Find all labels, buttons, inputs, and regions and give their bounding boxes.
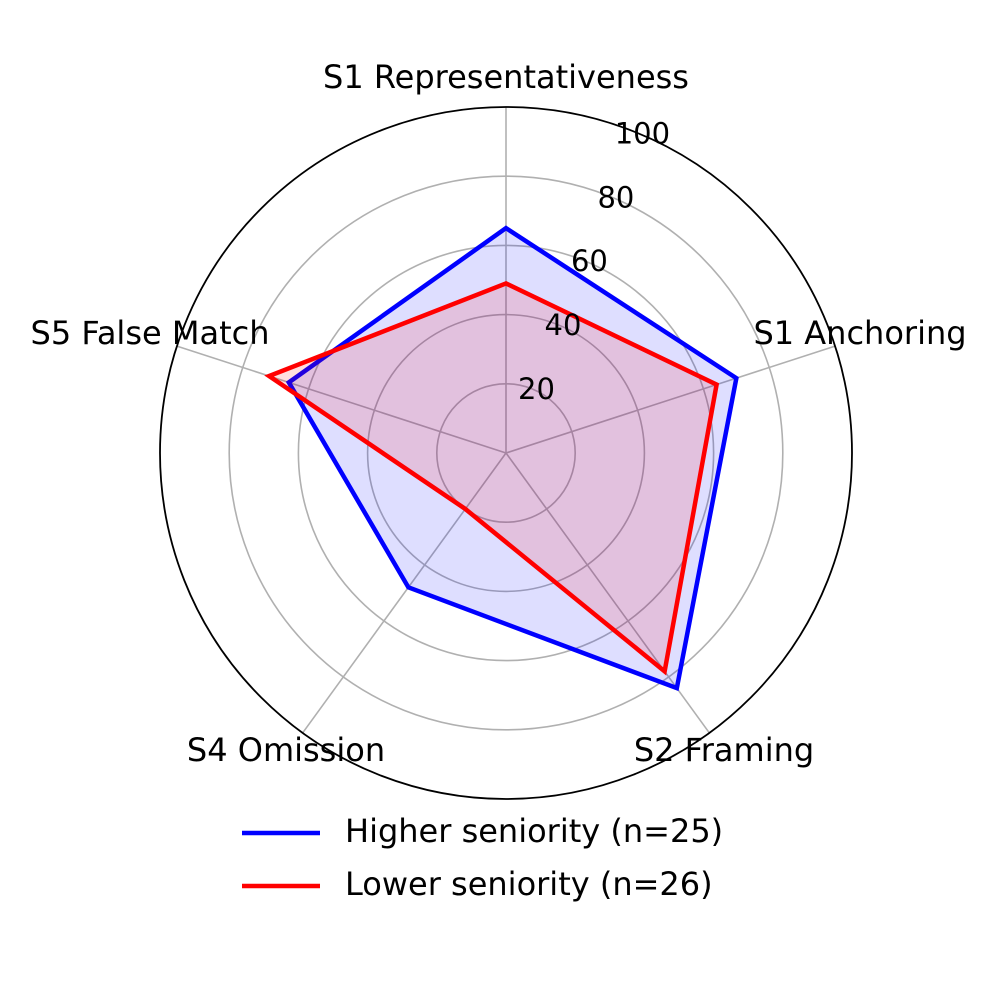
grid-layer: [159, 106, 853, 800]
series-fill-1: [269, 283, 717, 672]
category-label: S1 Anchoring: [753, 314, 966, 352]
series-line-0: [285, 225, 739, 692]
outer-frame: [159, 106, 853, 800]
spoke-gridline: [505, 345, 836, 454]
r-tick-label: 40: [545, 308, 582, 342]
r-tick-label: 100: [615, 116, 670, 150]
category-label: S5 False Match: [31, 314, 270, 352]
series-line-1: [264, 281, 720, 676]
legend-label-0: Higher seniority (n=25): [345, 812, 723, 850]
legend-label-1: Lower seniority (n=26): [345, 865, 713, 903]
category-label-layer: S1 Representativeness S1 Anchoring S2 Fram…: [31, 58, 967, 769]
series-layer: [264, 225, 739, 692]
category-label: S4 Omission: [187, 731, 385, 769]
spoke-gridline: [176, 345, 507, 454]
category-label: S2 Framing: [634, 731, 814, 769]
category-label: S1 Representativeness: [323, 58, 689, 96]
legend: Higher seniority (n=25) Lower seniority (…: [242, 812, 723, 903]
r-tick-label: 20: [518, 372, 555, 406]
spoke-gridline: [301, 452, 507, 734]
tick-layer: 20 40 60 80 100: [518, 116, 670, 406]
r-tick-label: 80: [597, 180, 634, 214]
r-tick-label: 60: [571, 244, 608, 278]
